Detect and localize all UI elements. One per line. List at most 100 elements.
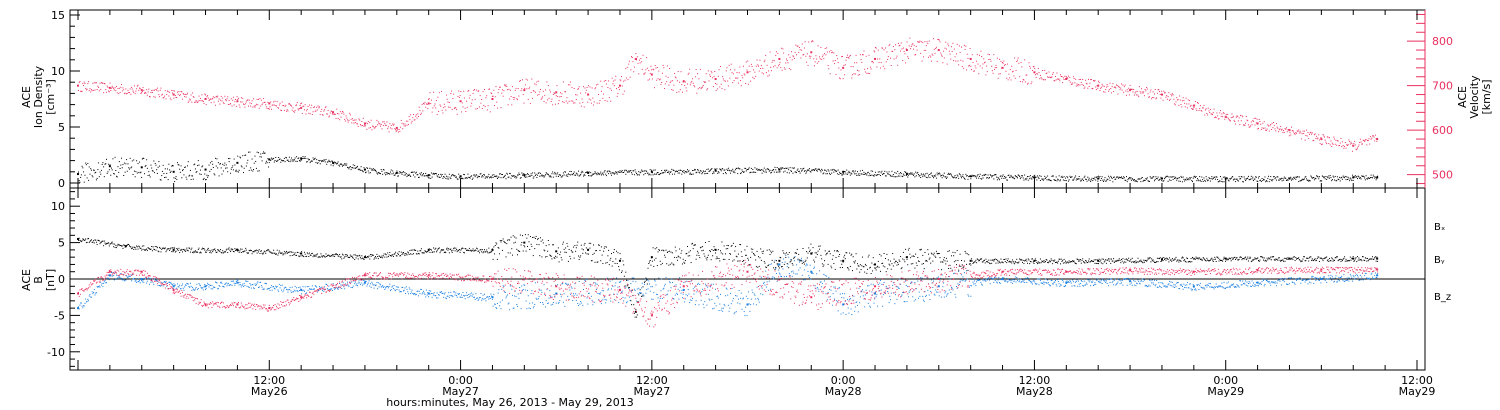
- density-sample: [1368, 177, 1370, 179]
- density-sample: [219, 163, 221, 165]
- density-sample: [1100, 178, 1102, 180]
- bx-sample: [159, 246, 161, 248]
- velocity-sample: [210, 102, 212, 104]
- bx-sample: [700, 246, 702, 248]
- bx-sample: [910, 257, 912, 259]
- velocity-sample: [1216, 112, 1218, 114]
- velocity-sample: [1123, 86, 1125, 88]
- velocity-sample: [1240, 120, 1242, 122]
- density-sample: [523, 173, 525, 175]
- density-sample: [328, 159, 330, 161]
- velocity-sample: [83, 85, 85, 87]
- velocity-sample: [1108, 89, 1110, 91]
- velocity-sample: [1081, 83, 1083, 85]
- velocity-sample: [749, 71, 751, 73]
- density-sample: [643, 174, 645, 176]
- bx-sample: [292, 251, 294, 253]
- velocity-sample: [333, 113, 335, 115]
- bx-point: [618, 259, 621, 262]
- bx-sample: [83, 239, 85, 241]
- velocity-sample: [1080, 78, 1082, 80]
- bx-sample: [430, 249, 432, 251]
- velocity-sample: [635, 53, 637, 55]
- density-sample: [874, 174, 876, 176]
- bx-sample: [859, 271, 861, 273]
- density-sample: [437, 176, 439, 178]
- density-sample: [348, 168, 350, 170]
- density-sample: [1367, 178, 1369, 180]
- density-sample: [1119, 177, 1121, 179]
- bx-sample: [732, 260, 734, 262]
- velocity-sample: [1209, 109, 1211, 111]
- density-sample: [727, 169, 729, 171]
- density-sample: [478, 176, 480, 178]
- density-sample: [1044, 175, 1046, 177]
- velocity-sample: [768, 70, 770, 72]
- density-sample: [1158, 179, 1160, 181]
- density-sample: [185, 176, 187, 178]
- velocity-sample: [948, 50, 950, 52]
- velocity-point: [714, 77, 717, 80]
- density-sample: [1004, 176, 1006, 178]
- velocity-sample: [552, 93, 554, 95]
- density-sample: [1369, 176, 1371, 178]
- bx-sample: [109, 243, 111, 245]
- bx-sample: [846, 267, 848, 269]
- bx-sample: [730, 253, 732, 255]
- velocity-sample: [935, 48, 937, 50]
- velocity-sample: [1118, 86, 1120, 88]
- bx-sample: [581, 248, 583, 250]
- density-sample: [1322, 176, 1324, 178]
- velocity-sample: [699, 68, 701, 70]
- density-sample: [326, 161, 328, 163]
- velocity-sample: [875, 47, 877, 49]
- velocity-sample: [960, 59, 962, 61]
- velocity-sample: [264, 101, 266, 103]
- density-sample: [988, 177, 990, 179]
- velocity-sample: [196, 101, 198, 103]
- density-sample: [844, 171, 846, 173]
- density-sample: [1062, 177, 1064, 179]
- density-sample: [1243, 176, 1245, 178]
- velocity-sample: [350, 118, 352, 120]
- bx-sample: [390, 255, 392, 257]
- velocity-sample: [844, 74, 846, 76]
- velocity-sample: [924, 41, 926, 43]
- density-sample: [1075, 179, 1077, 181]
- velocity-sample: [152, 89, 154, 91]
- velocity-sample: [314, 110, 316, 112]
- density-sample: [1086, 180, 1088, 182]
- bx-sample: [468, 247, 470, 249]
- velocity-sample: [897, 42, 899, 44]
- density-sample: [758, 168, 760, 170]
- bx-sample: [320, 253, 322, 255]
- bx-sample: [183, 248, 185, 250]
- density-sample: [728, 169, 730, 171]
- density-sample: [235, 169, 237, 171]
- velocity-sample: [1276, 126, 1278, 128]
- velocity-sample: [669, 81, 671, 83]
- density-sample: [737, 167, 739, 169]
- velocity-sample: [1050, 77, 1052, 79]
- bx-sample: [732, 242, 734, 244]
- bx-sample: [798, 259, 800, 261]
- velocity-sample: [1206, 113, 1208, 115]
- velocity-sample: [519, 80, 521, 82]
- density-sample: [696, 171, 698, 173]
- density-sample: [1233, 178, 1235, 180]
- bx-sample: [684, 260, 686, 262]
- velocity-sample: [1192, 108, 1194, 110]
- velocity-sample: [1067, 75, 1069, 77]
- velocity-sample: [781, 69, 783, 71]
- density-sample: [1005, 176, 1007, 178]
- velocity-sample: [867, 68, 869, 70]
- velocity-sample: [1318, 134, 1320, 136]
- density-sample: [589, 175, 591, 177]
- velocity-sample: [372, 125, 374, 127]
- density-sample: [1009, 176, 1011, 178]
- velocity-sample: [1099, 89, 1101, 91]
- density-sample: [1359, 177, 1361, 179]
- density-sample: [81, 165, 83, 167]
- bx-sample: [278, 252, 280, 254]
- velocity-sample: [1104, 91, 1106, 93]
